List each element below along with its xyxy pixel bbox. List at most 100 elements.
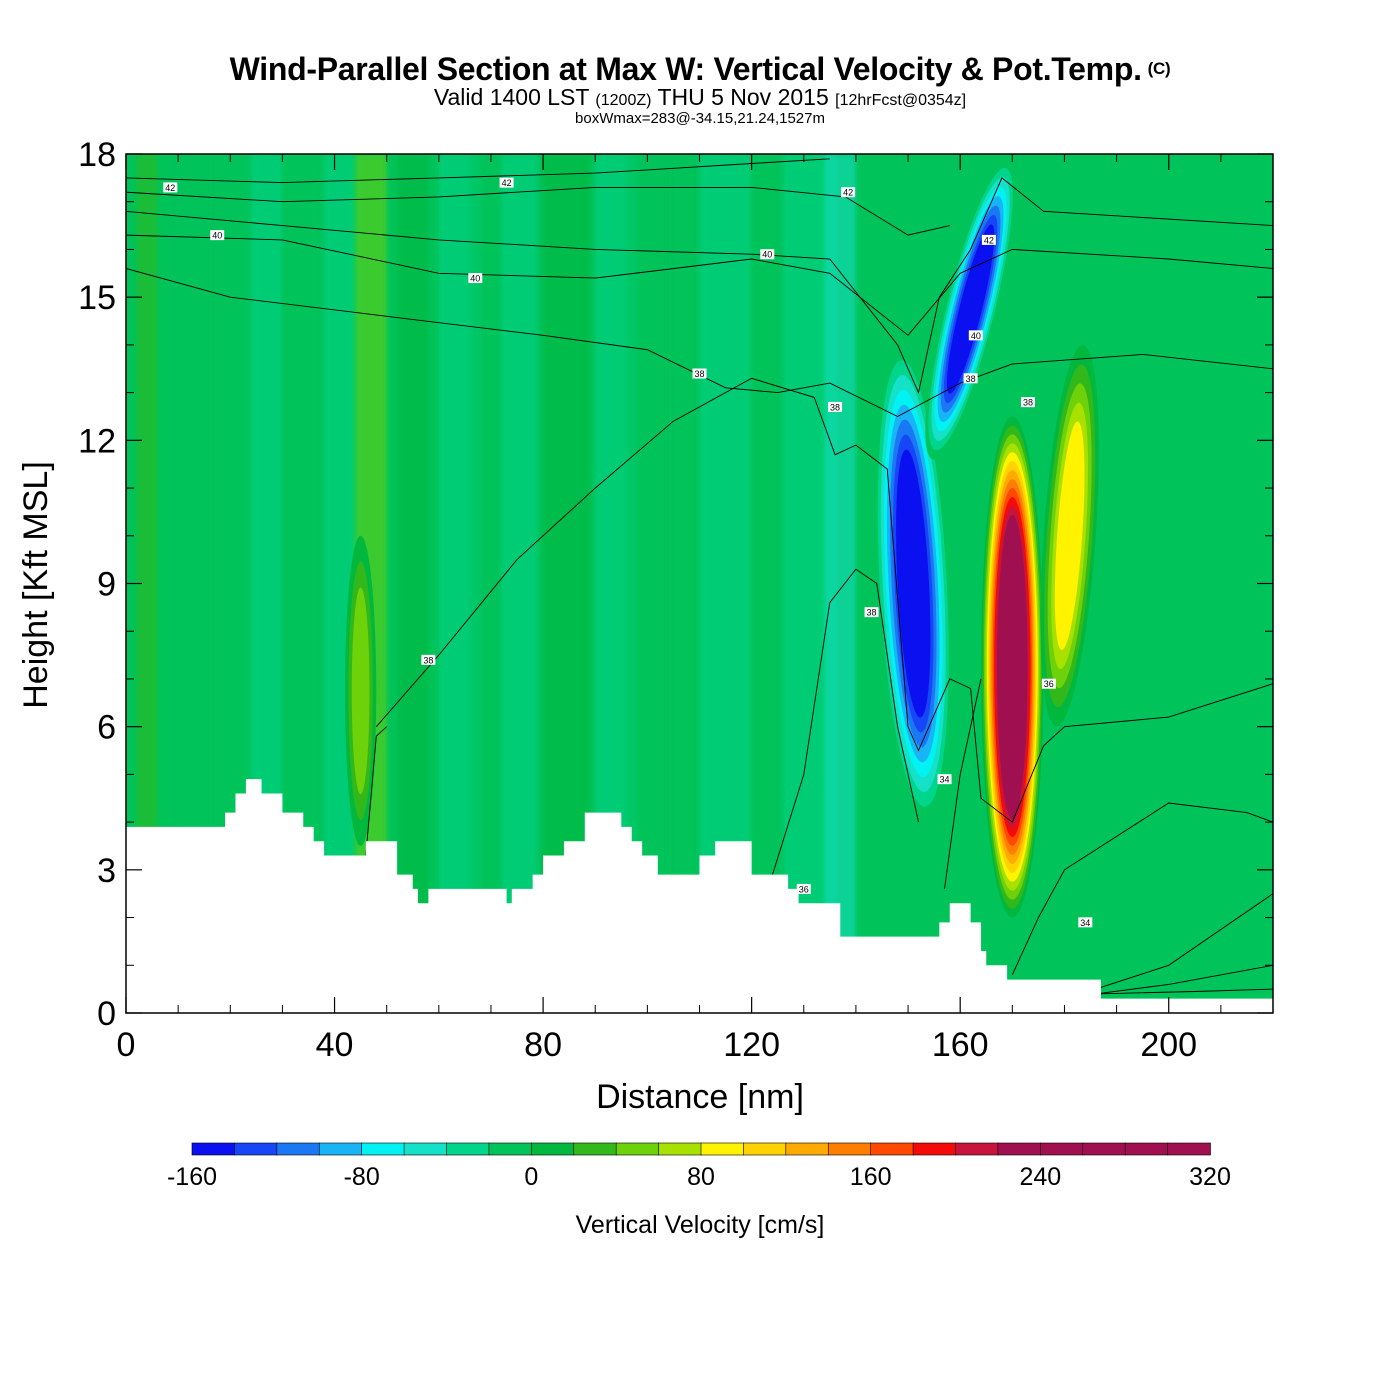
theta-contours <box>126 158 1273 995</box>
contour-label: 34 <box>1078 917 1093 928</box>
colorbar-bin <box>318 1142 363 1156</box>
theta-contour <box>365 726 388 856</box>
colorbar-bin <box>1040 1142 1084 1156</box>
contour-label-box <box>1078 917 1093 928</box>
contour-label-box <box>937 774 952 785</box>
contour-label-text: 38 <box>830 402 840 412</box>
contour-label-box <box>163 182 178 193</box>
x-tick-label: 0 <box>117 1026 136 1064</box>
contour-label-box <box>760 249 775 260</box>
contour-label: 36 <box>796 883 811 894</box>
x-tick-label: 160 <box>932 1026 989 1064</box>
colorbar-tick-label: -80 <box>344 1163 380 1191</box>
contour-label-text: 42 <box>502 178 512 188</box>
contour-label: 36 <box>1041 678 1056 689</box>
contour-label-box <box>864 607 879 618</box>
contour-label: 38 <box>692 368 707 379</box>
contour-label: 38 <box>963 373 978 384</box>
colorbar-bin <box>403 1142 448 1156</box>
valid-zulu: (1200Z) <box>595 92 652 109</box>
colorbar-bin <box>191 1142 236 1156</box>
contour-label-box <box>963 373 978 384</box>
contour-label-text: 34 <box>940 775 950 785</box>
colorbar-tick-label: 160 <box>850 1163 892 1191</box>
y-tick-label: 3 <box>97 852 116 890</box>
colorbar-bin <box>827 1142 872 1156</box>
contour-label-box <box>796 883 811 894</box>
colorbar-bin <box>361 1142 405 1156</box>
contour-labels: 42 42 40 40 40 42 42 40 38 38 38 38 38 38 36 34 36 34 <box>163 177 1093 928</box>
theta-contour <box>126 177 1273 395</box>
colorbar-bin <box>870 1142 914 1156</box>
contour-label: 34 <box>937 774 952 785</box>
colorbar-tick-label: 0 <box>524 1163 538 1191</box>
valid-time-line: Valid 1400 LST (1200Z) THU 5 Nov 2015 [1… <box>0 86 1400 112</box>
contour-label-box <box>981 234 996 245</box>
field-band <box>397 154 429 1013</box>
x-tick-label: 40 <box>316 1026 354 1064</box>
theta-contour <box>1011 802 1273 975</box>
contour-label-text: 36 <box>799 884 809 894</box>
theta-contour <box>772 568 919 875</box>
colorbar-bin <box>488 1142 533 1156</box>
y-axis-label: Height [Kft MSL] <box>17 461 55 709</box>
colorbar-bin <box>615 1142 660 1156</box>
contour-label: 38 <box>1020 397 1035 408</box>
theta-contour <box>1095 988 1273 995</box>
contour-label-box <box>1020 397 1035 408</box>
contour-label-text: 38 <box>423 655 433 665</box>
colorbar-bin <box>912 1142 957 1156</box>
colorbar-bin <box>1124 1142 1169 1156</box>
colorbar-bin <box>573 1142 617 1156</box>
x-tick-label: 120 <box>723 1026 780 1064</box>
theta-contour <box>126 268 1273 418</box>
x-tick-label: 80 <box>524 1026 562 1064</box>
feature-updraft-small <box>351 587 370 795</box>
y-tick-label: 0 <box>97 995 116 1033</box>
field-band <box>501 154 544 1013</box>
contour-label-box <box>1041 678 1056 689</box>
colorbar-bin <box>446 1142 490 1156</box>
colorbar-bin <box>276 1142 321 1156</box>
feature-downdraft-east <box>946 224 995 394</box>
copyright-mark: (C) <box>1147 59 1171 78</box>
theta-contour <box>126 234 1273 336</box>
contour-label: 40 <box>468 273 483 284</box>
theta-contour <box>1095 893 1273 990</box>
theta-contour <box>1095 964 1273 995</box>
contour-label-text: 40 <box>971 331 981 341</box>
contour-label-box <box>499 177 514 188</box>
contour-label-box <box>210 230 225 241</box>
contour-label-text: 40 <box>212 231 222 241</box>
contour-label-box <box>841 187 856 198</box>
colorbar-bin <box>785 1142 830 1156</box>
contour-label: 40 <box>968 330 983 341</box>
contour-label-text: 38 <box>867 608 877 618</box>
valid-prefix: Valid 1400 LST <box>433 84 590 110</box>
box-wmax-line: boxWmax=283@-34.15,21.24,1527m <box>575 110 825 127</box>
feature-updraft-east <box>1054 421 1085 651</box>
y-tick-label: 9 <box>97 566 116 604</box>
chart-title: Wind-Parallel Section at Max W: Vertical… <box>0 52 1400 86</box>
feature-updraft-main <box>999 532 1025 802</box>
contour-label: 38 <box>828 401 843 412</box>
contour-label-text: 42 <box>984 235 994 245</box>
field-band <box>668 154 700 1013</box>
contour-label-box <box>828 401 843 412</box>
theta-contour <box>126 158 830 184</box>
field-band <box>824 154 856 1013</box>
contour-label-text: 38 <box>966 374 976 384</box>
colorbar-bin <box>700 1142 745 1156</box>
colorbar-bin <box>955 1142 999 1156</box>
colorbar-bin <box>743 1142 787 1156</box>
contour-label: 42 <box>981 234 996 245</box>
title-block: Wind-Parallel Section at Max W: Vertical… <box>0 52 1400 126</box>
contour-label-box <box>968 330 983 341</box>
contour-label-text: 36 <box>1044 679 1054 689</box>
contour-label-box <box>692 368 707 379</box>
forecast-info: [12hrFcst@0354z] <box>835 92 967 109</box>
theta-contour <box>126 186 950 236</box>
contour-label: 38 <box>864 607 879 618</box>
